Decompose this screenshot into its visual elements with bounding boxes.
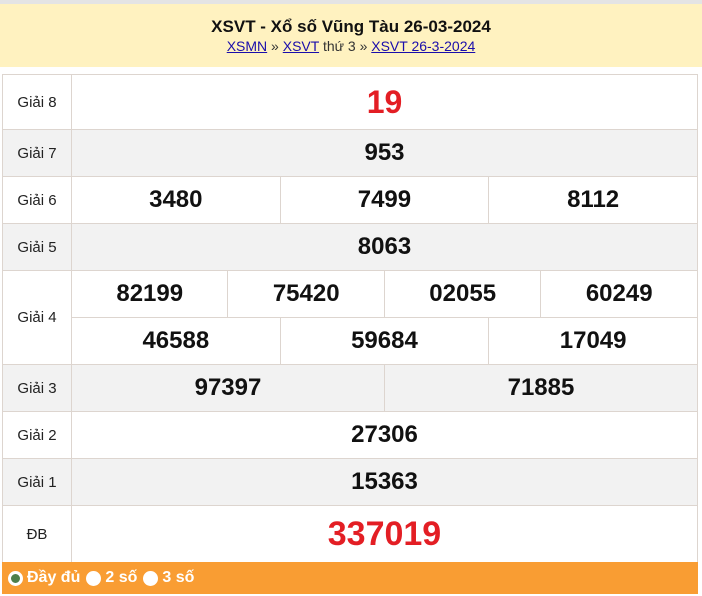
prize-label: Giải 2 (2, 411, 72, 459)
prize-label: Giải 5 (2, 223, 72, 271)
prize-label: ĐB (2, 505, 72, 563)
prize-number: 15363 (71, 458, 698, 506)
prize-number: 71885 (383, 364, 699, 412)
prize-label: Giải 3 (2, 364, 72, 412)
prize-number: 75420 (227, 270, 385, 318)
row-giai-4: Giải 4 82199 75420 02055 60249 (2, 270, 698, 365)
prize-label: Giải 1 (2, 458, 72, 506)
results-table: Giải 8 19 Giải 7 953 Giải 6 3480 7499 81… (2, 74, 699, 563)
breadcrumb-xsmn-link[interactable]: XSMN (226, 38, 268, 54)
option-label: Đầy đủ (27, 569, 81, 586)
jackpot-number: 337019 (71, 505, 698, 563)
option-label: 3 số (162, 569, 195, 586)
row-giai-8: Giải 8 19 (2, 74, 698, 130)
row-giai-3: Giải 3 97397 71885 (2, 364, 699, 412)
prize-number: 27306 (71, 411, 698, 459)
prize-number: 7499 (279, 176, 490, 224)
prize-label: Giải 7 (2, 129, 72, 177)
row-giai-7: Giải 7 953 (2, 129, 698, 177)
prize-number: 97397 (71, 364, 385, 412)
prize-number: 59684 (279, 317, 490, 365)
prize-label: Giải 4 (2, 270, 72, 365)
result-header: XSVT - Xổ số Vũng Tàu 26-03-2024 XSMN » … (0, 4, 702, 67)
breadcrumb-xsvt-link[interactable]: XSVT (282, 38, 320, 54)
option-label: 2 số (105, 569, 138, 586)
breadcrumb: XSMN » XSVT thứ 3 » XSVT 26-3-2024 (0, 37, 702, 55)
prize-number: 8063 (71, 223, 698, 271)
row-giai-2: Giải 2 27306 (2, 411, 698, 459)
radio-icon[interactable] (143, 570, 159, 586)
option-3-digits[interactable]: 3 số (143, 569, 194, 587)
prize-number: 60249 (540, 270, 698, 318)
row-dac-biet: ĐB 337019 (2, 505, 698, 563)
prize-number: 8112 (488, 176, 698, 224)
row-giai-4-second: 46588 59684 17049 (3, 317, 698, 365)
option-2-digits[interactable]: 2 số (86, 569, 137, 587)
radio-selected-icon[interactable] (8, 570, 23, 586)
prize-number: 17049 (488, 317, 698, 365)
radio-icon[interactable] (86, 570, 102, 586)
row-giai-5: Giải 5 8063 (2, 223, 698, 271)
prize-number: 46588 (71, 317, 281, 365)
prize-number: 3480 (71, 176, 281, 224)
breadcrumb-separator: » (267, 38, 283, 54)
prize-number: 02055 (383, 270, 542, 318)
page-title: XSVT - Xổ số Vũng Tàu 26-03-2024 (211, 17, 491, 36)
prize-number: 82199 (70, 270, 229, 318)
row-giai-1: Giải 1 15363 (2, 458, 698, 506)
prize-number: 953 (71, 129, 698, 177)
prize-number: 19 (71, 74, 698, 130)
option-full[interactable]: Đầy đủ (8, 569, 80, 587)
breadcrumb-text: thứ 3 » (319, 38, 372, 54)
breadcrumb-date-link[interactable]: XSVT 26-3-2024 (371, 38, 476, 54)
top-strip (0, 0, 702, 4)
display-options: Đầy đủ 2 số 3 số (2, 562, 698, 594)
row-giai-6: Giải 6 3480 7499 8112 (2, 176, 698, 224)
prize-label: Giải 6 (2, 176, 72, 224)
prize-label: Giải 8 (2, 74, 72, 130)
